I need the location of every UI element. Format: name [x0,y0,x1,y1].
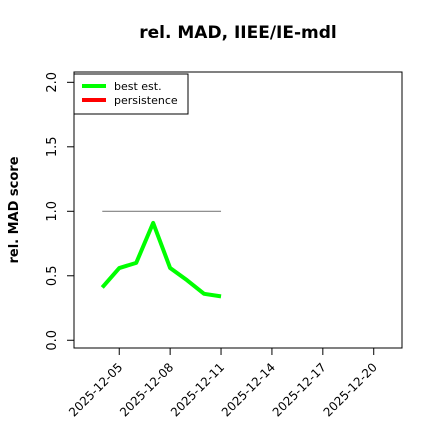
y-tick-label: 2.0 [45,72,60,93]
x-tick-label: 2025-12-11 [168,360,227,419]
legend-box [73,73,189,115]
x-tick-label: 2025-12-20 [321,360,380,419]
x-tick-label: 2025-12-17 [270,360,329,419]
y-tick-label: 1.5 [45,136,60,157]
x-tick-label: 2025-12-05 [66,360,125,419]
y-tick-label: 0.5 [45,265,60,286]
y-tick-label: 0.0 [45,330,60,351]
y-tick-label: 1.0 [45,201,60,222]
series-line [100,220,222,299]
plot-frame [73,71,403,349]
legend-label: best est. [114,80,162,93]
x-tick-label: 2025-12-08 [117,360,176,419]
y-axis-label: rel. MAD score [7,156,22,263]
chart-title: rel. MAD, IIEE/IE-mdl [139,23,336,43]
legend-label: persistence [114,94,178,107]
x-tick-label: 2025-12-14 [219,360,278,419]
